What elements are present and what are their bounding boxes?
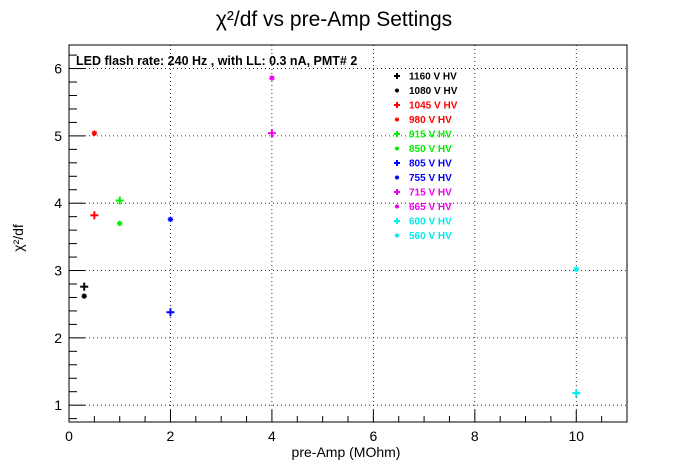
x-tick-label: 4 — [268, 428, 276, 444]
legend-marker — [394, 131, 400, 137]
data-point — [90, 211, 99, 220]
legend-marker — [394, 204, 400, 209]
data-point — [116, 220, 123, 227]
data-point — [167, 216, 174, 223]
legend-entry-label: 1080 V HV — [409, 86, 458, 97]
data-point — [267, 129, 276, 138]
x-tick-label: 6 — [369, 428, 377, 444]
data-point — [115, 196, 124, 205]
legend-entry-label: 850 V HV — [409, 144, 452, 155]
data-point — [81, 293, 88, 299]
axis-ticks — [68, 54, 628, 422]
legend-entry-label: 600 V HV — [409, 217, 452, 228]
legend-marker — [394, 175, 400, 180]
legend-marker — [394, 146, 400, 151]
legend-marker — [394, 88, 400, 93]
legend-entry-label: 560 V HV — [409, 231, 452, 242]
legend-entry-label: 915 V HV — [409, 130, 452, 141]
data-point — [572, 389, 581, 398]
x-tick-label: 10 — [568, 428, 584, 444]
x-tick-label: 8 — [471, 428, 479, 444]
legend-marker — [394, 189, 400, 195]
legend-marker — [394, 73, 400, 79]
chart-subtitle: LED flash rate: 240 Hz , with LL: 0.3 nA… — [76, 54, 357, 68]
x-tick-label: 2 — [167, 428, 175, 444]
y-tick-label: 1 — [54, 397, 62, 413]
legend-entry-label: 665 V HV — [409, 202, 452, 213]
legend-entry-label: 755 V HV — [409, 173, 452, 184]
data-points — [80, 75, 581, 398]
data-point — [166, 308, 175, 317]
legend-marker — [394, 160, 400, 166]
legend-marker — [394, 117, 400, 122]
legend-entry-label: 980 V HV — [409, 115, 452, 126]
chart-title: χ²/df vs pre-Amp Settings — [216, 8, 452, 31]
legend-entry-label: 715 V HV — [409, 188, 452, 199]
x-axis-label: pre-Amp (MOhm) — [292, 444, 401, 460]
legend: 1160 V HV 1080 V HV 1045 V HV 980 V HV 915 V… — [394, 72, 458, 242]
data-point — [91, 130, 98, 136]
y-tick-label: 2 — [54, 330, 62, 346]
grid-lines — [69, 45, 627, 422]
y-tick-label: 3 — [54, 263, 62, 279]
legend-entry-label: 805 V HV — [409, 159, 452, 170]
y-tick-label: 4 — [54, 195, 62, 211]
y-tick-label: 6 — [54, 61, 62, 77]
legend-marker — [394, 102, 400, 108]
legend-marker — [394, 233, 400, 238]
legend-entry-label: 1045 V HV — [409, 101, 458, 112]
data-point — [269, 75, 275, 81]
y-axis-label: χ²/df — [10, 224, 26, 252]
legend-entry-label: 1160 V HV — [409, 72, 457, 83]
data-point — [80, 282, 89, 291]
y-tick-label: 5 — [54, 128, 62, 144]
data-point — [573, 266, 580, 272]
legend-marker — [394, 218, 400, 224]
x-tick-label: 0 — [65, 428, 73, 444]
